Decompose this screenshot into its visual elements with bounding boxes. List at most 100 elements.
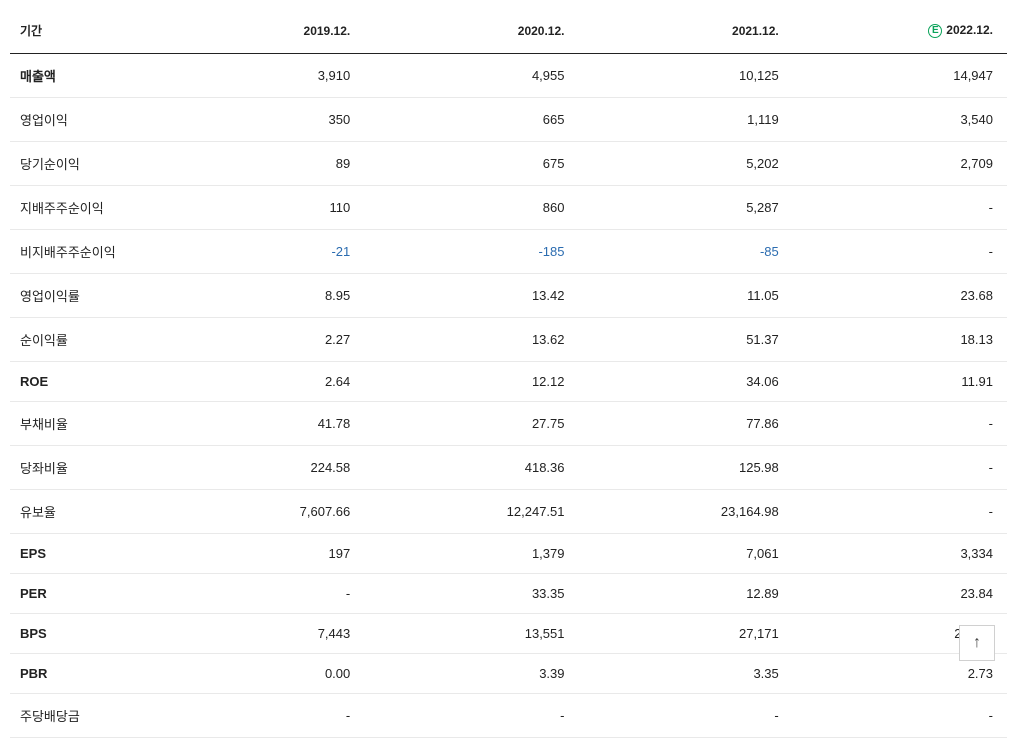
- cell: -: [793, 446, 1007, 490]
- cell: 8.95: [150, 274, 364, 318]
- table-row: 부채비율41.7827.7577.86-: [10, 402, 1007, 446]
- cell: 23.84: [793, 574, 1007, 614]
- cell: 27,171: [579, 614, 793, 654]
- cell: 23.68: [793, 274, 1007, 318]
- cell: 3.35: [579, 654, 793, 694]
- cell: -: [793, 186, 1007, 230]
- cell: 2,709: [793, 142, 1007, 186]
- cell: 1,379: [364, 534, 578, 574]
- table-row: EPS1971,3797,0613,334: [10, 534, 1007, 574]
- cell: 110: [150, 186, 364, 230]
- cell: 7,443: [150, 614, 364, 654]
- estimate-icon: E: [928, 24, 942, 38]
- table-row: 당기순이익896755,2022,709: [10, 142, 1007, 186]
- cell: 860: [364, 186, 578, 230]
- cell: 7,061: [579, 534, 793, 574]
- row-label: 순이익률: [10, 318, 150, 362]
- table-header: 기간 2019.12. 2020.12. 2021.12. E 2022.12.: [10, 10, 1007, 54]
- cell: 665: [364, 98, 578, 142]
- table-row: 비지배주주순이익-21-185-85-: [10, 230, 1007, 274]
- table-row: ROE2.6412.1234.0611.91: [10, 362, 1007, 402]
- table-row: 지배주주순이익1108605,287-: [10, 186, 1007, 230]
- cell: 1,119: [579, 98, 793, 142]
- cell: 27.75: [364, 402, 578, 446]
- cell: 5,202: [579, 142, 793, 186]
- table-body: 매출액3,9104,95510,12514,947영업이익3506651,119…: [10, 54, 1007, 738]
- table-row: BPS7,44313,55127,17129,112: [10, 614, 1007, 654]
- row-label: ROE: [10, 362, 150, 402]
- arrow-up-icon: ↑: [973, 634, 981, 652]
- cell: 3,910: [150, 54, 364, 98]
- cell: 13.42: [364, 274, 578, 318]
- cell: -85: [579, 230, 793, 274]
- cell: 675: [364, 142, 578, 186]
- row-label: 매출액: [10, 54, 150, 98]
- cell: 197: [150, 534, 364, 574]
- cell: 13.62: [364, 318, 578, 362]
- row-label: 비지배주주순이익: [10, 230, 150, 274]
- cell: 3,540: [793, 98, 1007, 142]
- cell: 7,607.66: [150, 490, 364, 534]
- col-header-2021: 2021.12.: [579, 10, 793, 54]
- row-label: 영업이익: [10, 98, 150, 142]
- col-header-2019: 2019.12.: [150, 10, 364, 54]
- col-header-2020: 2020.12.: [364, 10, 578, 54]
- cell: 18.13: [793, 318, 1007, 362]
- table-row: 유보율7,607.6612,247.5123,164.98-: [10, 490, 1007, 534]
- cell: 3,334: [793, 534, 1007, 574]
- cell: 12,247.51: [364, 490, 578, 534]
- cell: -: [793, 490, 1007, 534]
- cell: -: [579, 694, 793, 738]
- cell: 3.39: [364, 654, 578, 694]
- row-label: 주당배당금: [10, 694, 150, 738]
- cell: 33.35: [364, 574, 578, 614]
- table-row: 주당배당금----: [10, 694, 1007, 738]
- col-header-2022: E 2022.12.: [793, 10, 1007, 54]
- table-row: 영업이익3506651,1193,540: [10, 98, 1007, 142]
- row-label: 지배주주순이익: [10, 186, 150, 230]
- cell: 14,947: [793, 54, 1007, 98]
- cell: 12.12: [364, 362, 578, 402]
- cell: 224.58: [150, 446, 364, 490]
- row-label: 당좌비율: [10, 446, 150, 490]
- cell: 4,955: [364, 54, 578, 98]
- col-header-2022-label: 2022.12.: [946, 23, 993, 37]
- row-label: BPS: [10, 614, 150, 654]
- row-label: 유보율: [10, 490, 150, 534]
- cell: 2.64: [150, 362, 364, 402]
- cell: 5,287: [579, 186, 793, 230]
- cell: 12.89: [579, 574, 793, 614]
- cell: 41.78: [150, 402, 364, 446]
- cell: -: [364, 694, 578, 738]
- cell: -: [793, 402, 1007, 446]
- cell: 11.91: [793, 362, 1007, 402]
- scroll-top-button[interactable]: ↑: [959, 625, 995, 661]
- cell: 350: [150, 98, 364, 142]
- table-row: PBR0.003.393.352.73: [10, 654, 1007, 694]
- cell: 23,164.98: [579, 490, 793, 534]
- cell: 125.98: [579, 446, 793, 490]
- cell: 13,551: [364, 614, 578, 654]
- cell: 89: [150, 142, 364, 186]
- cell: 51.37: [579, 318, 793, 362]
- table-row: 매출액3,9104,95510,12514,947: [10, 54, 1007, 98]
- table-row: 당좌비율224.58418.36125.98-: [10, 446, 1007, 490]
- cell: 2.27: [150, 318, 364, 362]
- cell: 34.06: [579, 362, 793, 402]
- period-header: 기간: [10, 10, 150, 54]
- row-label: 부채비율: [10, 402, 150, 446]
- cell: 11.05: [579, 274, 793, 318]
- cell: 418.36: [364, 446, 578, 490]
- row-label: 영업이익률: [10, 274, 150, 318]
- cell: 0.00: [150, 654, 364, 694]
- row-label: EPS: [10, 534, 150, 574]
- financial-table: 기간 2019.12. 2020.12. 2021.12. E2022.12. …: [10, 10, 1007, 738]
- cell: -: [150, 694, 364, 738]
- cell: -21: [150, 230, 364, 274]
- table-row: 영업이익률8.9513.4211.0523.68: [10, 274, 1007, 318]
- cell: -: [793, 230, 1007, 274]
- table-row: PER-33.3512.8923.84: [10, 574, 1007, 614]
- cell: -: [150, 574, 364, 614]
- row-label: 당기순이익: [10, 142, 150, 186]
- cell: -185: [364, 230, 578, 274]
